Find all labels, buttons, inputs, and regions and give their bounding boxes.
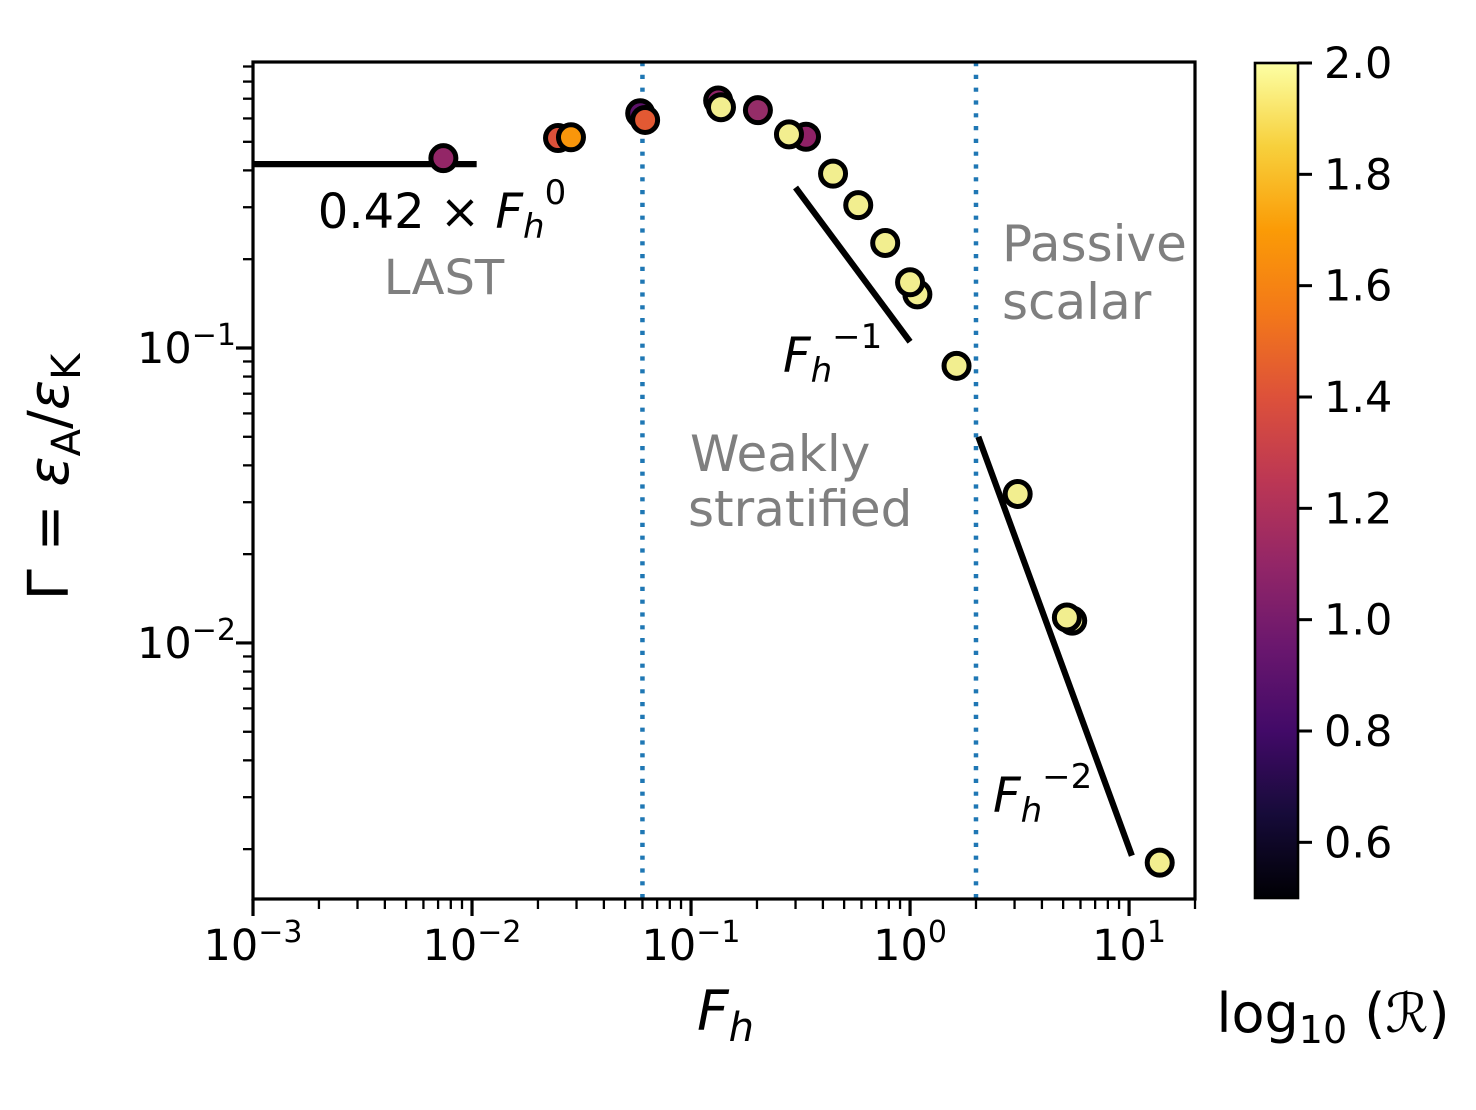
data-point bbox=[1002, 478, 1033, 509]
colorbar-tick-label: 1.0 bbox=[1324, 596, 1392, 646]
data-point bbox=[941, 350, 972, 381]
colorbar bbox=[1253, 61, 1300, 900]
fit-coefficient-label: 0.42 × Fh0 bbox=[318, 173, 566, 247]
scatter-points bbox=[428, 85, 1175, 878]
colorbar-tick-label: 1.4 bbox=[1324, 373, 1392, 423]
colorbar-tick-label: 0.6 bbox=[1324, 818, 1392, 868]
data-point bbox=[818, 158, 849, 189]
colorbar-tick-label: 2.0 bbox=[1324, 39, 1392, 89]
data-point bbox=[555, 122, 586, 153]
x-tick-label: 10−2 bbox=[423, 915, 522, 971]
x-tick-label: 10−3 bbox=[204, 915, 303, 971]
data-point bbox=[742, 95, 773, 126]
slope-label-fh-minus2: Fh−2 bbox=[993, 757, 1092, 831]
colorbar-tick-label: 1.2 bbox=[1324, 484, 1392, 534]
x-axis-label: Fh bbox=[697, 979, 754, 1051]
y-tick-label: 10−1 bbox=[137, 318, 236, 374]
colorbar-tick-label: 1.6 bbox=[1324, 262, 1392, 312]
y-axis-label: Γ = εA/εK bbox=[17, 352, 90, 601]
data-point bbox=[1144, 847, 1175, 878]
colorbar-tick-label: 1.8 bbox=[1324, 150, 1392, 200]
data-point bbox=[895, 267, 926, 298]
data-point bbox=[1051, 602, 1082, 633]
data-point bbox=[870, 227, 901, 258]
region-label-passive-line1: Passive bbox=[1002, 215, 1187, 273]
x-tick-label: 101 bbox=[1092, 915, 1166, 971]
axis-ticks: 10−3 10−2 10−1 100 101 10−1 10−2 bbox=[137, 65, 1197, 971]
colorbar-label: log10 (ℛ) bbox=[1216, 982, 1449, 1052]
plot-border bbox=[251, 60, 1197, 901]
data-point bbox=[630, 104, 661, 135]
region-label-passive-line2: scalar bbox=[1002, 273, 1152, 331]
data-point bbox=[843, 190, 874, 221]
slope-label-fh-minus1: Fh−1 bbox=[783, 317, 882, 391]
x-tick-label: 10−1 bbox=[642, 915, 741, 971]
guide-line-Fh^-2 bbox=[975, 435, 1135, 857]
colorbar-ticks: 2.0 1.8 1.6 1.4 1.2 1.0 0.8 0.6 bbox=[1298, 39, 1392, 868]
data-point bbox=[705, 92, 736, 123]
guide-line-Fh^-1 bbox=[793, 185, 913, 344]
region-label-weakly-line2: stratified bbox=[688, 480, 912, 538]
region-label-last: LAST bbox=[384, 250, 505, 306]
x-tick-label: 100 bbox=[873, 915, 947, 971]
data-point bbox=[773, 119, 804, 150]
data-point bbox=[428, 143, 459, 174]
region-label-weakly-line1: Weakly bbox=[690, 425, 870, 483]
y-tick-label: 10−2 bbox=[137, 613, 236, 669]
colorbar-tick-label: 0.8 bbox=[1324, 707, 1392, 757]
